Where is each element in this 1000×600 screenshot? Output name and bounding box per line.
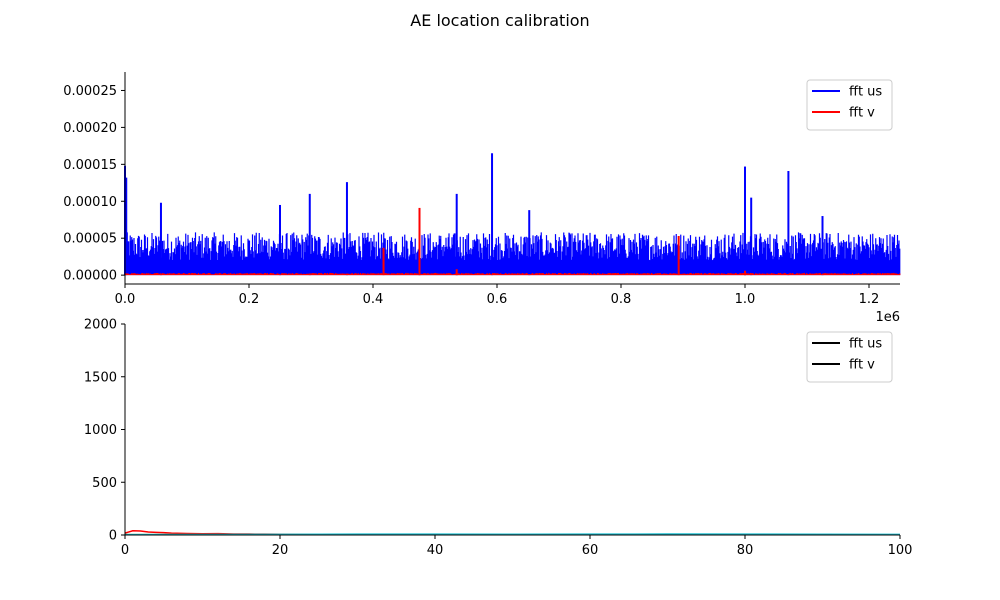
y-tick-label: 500 bbox=[92, 476, 117, 491]
y-tick-label: 0.00010 bbox=[63, 195, 117, 210]
y-tick-label: 0 bbox=[109, 529, 117, 544]
legend-label: fft us bbox=[849, 85, 882, 100]
y-tick-label: 0.00020 bbox=[63, 121, 117, 136]
series-line-2 bbox=[124, 533, 901, 536]
y-tick-label: 0.00015 bbox=[63, 158, 117, 173]
y-tick-label: 0.00005 bbox=[63, 232, 117, 247]
x-tick-label: 60 bbox=[582, 543, 599, 558]
x-tick-label: 20 bbox=[272, 543, 289, 558]
y-tick-label: 2000 bbox=[84, 318, 117, 333]
legend-frame bbox=[806, 331, 893, 383]
x-tick-label: 0.8 bbox=[611, 292, 632, 307]
legend-label: fft v bbox=[849, 358, 875, 373]
x-tick-label: 1.2 bbox=[859, 292, 880, 307]
figure-title: AE location calibration bbox=[410, 11, 589, 30]
series-line-2 bbox=[124, 533, 901, 536]
top-axes: 0.0 0.2 0.4 0.6 0.8 1.0 1.2 0.00000 0.00005 0.000… bbox=[63, 72, 901, 325]
x-tick-label: 0.6 bbox=[487, 292, 508, 307]
series-fft-v bbox=[124, 207, 901, 276]
legend-frame bbox=[806, 79, 893, 131]
x-tick-label: 1.0 bbox=[735, 292, 756, 307]
y-tick-label: 0.00025 bbox=[63, 84, 117, 99]
x-tick-label: 100 bbox=[888, 543, 913, 558]
y-tick-label: 1500 bbox=[84, 370, 117, 385]
x-offset-label: 1e6 bbox=[875, 310, 900, 325]
x-tick-label: 0.2 bbox=[239, 292, 260, 307]
legend: fft us fft v bbox=[806, 79, 893, 131]
x-tick-label: 0.0 bbox=[115, 292, 136, 307]
x-tick-label: 0.4 bbox=[363, 292, 384, 307]
legend: fft us fft v bbox=[806, 331, 893, 383]
x-tick-label: 80 bbox=[737, 543, 754, 558]
x-tick-label: 0 bbox=[121, 543, 129, 558]
y-tick-label: 0.00000 bbox=[63, 269, 117, 284]
x-tick-label: 40 bbox=[427, 543, 444, 558]
y-tick-label: 1000 bbox=[84, 423, 117, 438]
legend-label: fft us bbox=[849, 337, 882, 352]
legend-label: fft v bbox=[849, 106, 875, 121]
series-fft-us bbox=[124, 153, 901, 276]
series-noise-band bbox=[124, 232, 901, 276]
